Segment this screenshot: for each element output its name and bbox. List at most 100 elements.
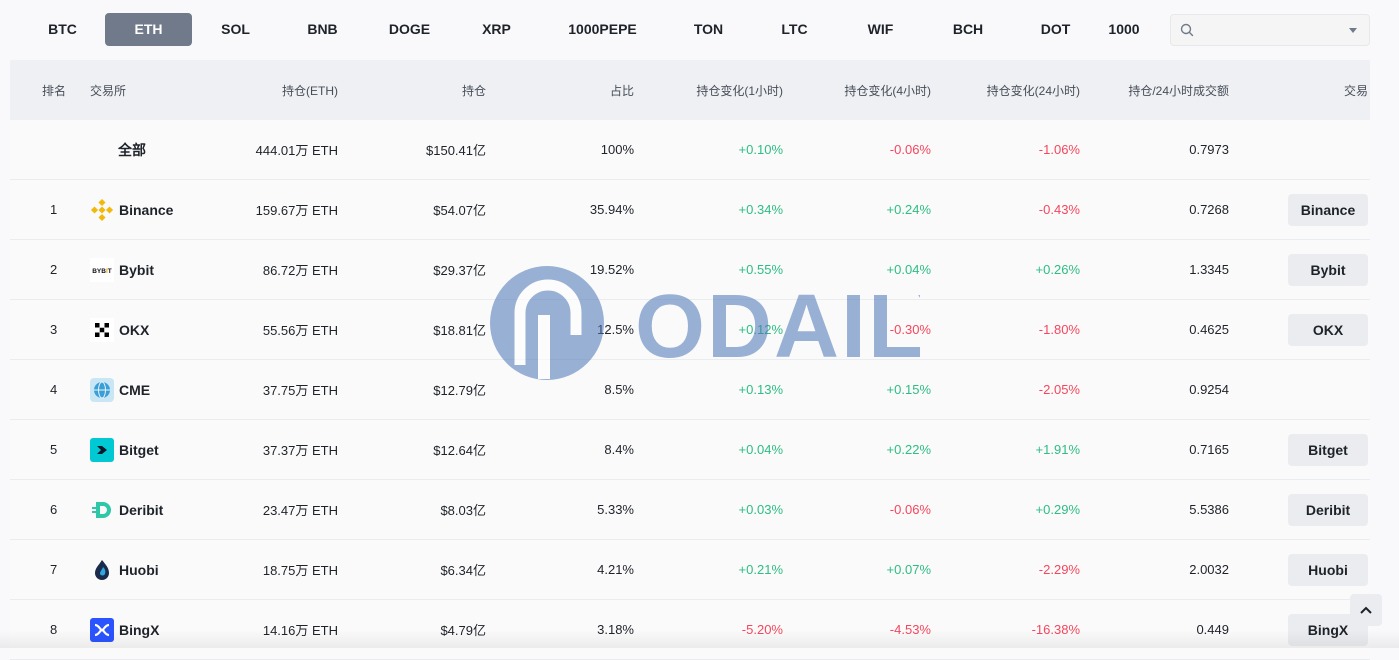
holding-eth: 18.75万 ETH <box>262 563 338 578</box>
exchange-name: OKX <box>88 317 149 342</box>
change-4h: +0.22% <box>886 442 931 457</box>
share: 19.52% <box>589 262 634 277</box>
trade-button[interactable]: OKX <box>1288 313 1368 346</box>
share: 8.4% <box>604 442 634 457</box>
rank: 1 <box>50 202 58 217</box>
exchange-name: Binance <box>88 198 173 222</box>
trade-cell: Huobi <box>1229 540 1368 599</box>
tab-ton[interactable]: TON <box>693 21 724 37</box>
header-change-4h: 持仓变化(4小时) <box>844 83 931 98</box>
open-interest-table: 排名 交易所 持仓(ETH) 持仓 占比 持仓变化(1小时) 持仓变化(4小时)… <box>10 60 1370 660</box>
ratio: 0.449 <box>1196 622 1229 637</box>
exchange-name: Bitget <box>88 437 159 462</box>
header-rank: 排名 <box>42 83 67 98</box>
holding: $6.34亿 <box>440 563 486 578</box>
tab-wif[interactable]: WIF <box>867 21 894 37</box>
scroll-top-button[interactable] <box>1350 594 1382 626</box>
trade-cell: BingX <box>1229 600 1368 659</box>
exchange-label: Deribit <box>119 501 164 518</box>
ratio: 0.7165 <box>1189 442 1229 457</box>
total-label-cell: 全部 <box>88 120 198 179</box>
exchange-name: CME <box>88 377 151 402</box>
okx-icon <box>90 317 114 342</box>
tab-sol[interactable]: SOL <box>221 21 250 37</box>
change-4h: +0.24% <box>886 202 931 217</box>
change-24h: -1.80% <box>1038 322 1080 337</box>
change-24h: -0.43% <box>1038 202 1080 217</box>
exchange-label: Binance <box>119 201 174 218</box>
trade-button[interactable]: Bitget <box>1288 433 1368 466</box>
trade-button[interactable]: Bybit <box>1288 253 1368 286</box>
coin-tabs: BTC ETH SOL BNB DOGE XRP 1000PEPE TON LTC WIF BCH D… <box>20 13 1160 46</box>
holding-eth: 37.75万 ETH <box>262 383 338 398</box>
share: 8.5% <box>604 382 634 397</box>
change-24h: -2.05% <box>1038 382 1080 397</box>
rank: 5 <box>50 442 58 457</box>
change-1h: +0.12% <box>738 322 783 337</box>
table-body: 1 Binance 159.67万 ETH $54.07亿 35.94% +0.34% +0… <box>10 180 1370 660</box>
tab-1000[interactable]: 1000 <box>1108 21 1140 37</box>
holding: $18.81亿 <box>433 323 486 338</box>
change-1h: +0.03% <box>738 502 783 517</box>
exchange-cell: Binance <box>88 180 198 239</box>
holding: $12.79亿 <box>433 383 486 398</box>
change-1h: +0.21% <box>738 562 783 577</box>
change-24h: -16.38% <box>1031 622 1080 637</box>
trade-cell: Binance <box>1229 180 1368 239</box>
tab-1000pepe[interactable]: 1000PEPE <box>568 21 637 37</box>
ratio: 0.9254 <box>1189 382 1229 397</box>
tab-doge[interactable]: DOGE <box>388 21 431 37</box>
tab-bnb[interactable]: BNB <box>307 21 338 37</box>
huobi-icon <box>90 558 114 582</box>
ratio: 0.4625 <box>1189 322 1229 337</box>
tab-xrp[interactable]: XRP <box>482 21 511 37</box>
tab-eth[interactable]: ETH <box>105 13 192 46</box>
rank: 6 <box>50 502 58 517</box>
total-change-4h: -0.06% <box>889 142 931 157</box>
exchange-label: CME <box>119 381 151 398</box>
header-trade: 交易 <box>1343 83 1368 98</box>
holding-eth: 55.56万 ETH <box>262 323 338 338</box>
table-row: 7 Huobi 18.75万 ETH $6.34亿 4.21% +0.21% +0.07% -… <box>10 540 1370 600</box>
tab-bch[interactable]: BCH <box>952 21 984 37</box>
change-4h: +0.04% <box>886 262 931 277</box>
holding-eth: 159.67万 ETH <box>255 203 338 218</box>
change-1h: +0.04% <box>738 442 783 457</box>
trade-cell: Deribit <box>1229 480 1368 539</box>
table-row: 4 CME 37.75万 ETH $12.79亿 8.5% +0.13% +0.15% -2.… <box>10 360 1370 420</box>
holding-eth: 86.72万 ETH <box>262 263 338 278</box>
search-input[interactable] <box>1201 19 1341 41</box>
header-change-24h: 持仓变化(24小时) <box>986 83 1080 98</box>
chevron-up-icon <box>1360 606 1372 614</box>
change-4h: -0.06% <box>889 502 931 517</box>
search-icon <box>1180 23 1194 37</box>
header-holding-eth: 持仓(ETH) <box>282 83 338 98</box>
share: 35.94% <box>589 202 634 217</box>
total-ratio: 0.7973 <box>1189 142 1229 157</box>
table-row: 1 Binance 159.67万 ETH $54.07亿 35.94% +0.34% +0… <box>10 180 1370 240</box>
trade-cell: Bybit <box>1229 240 1368 299</box>
table-row: 2 BYBIT Bybit 86.72万 ETH $29.37亿 19.52% +0.55%… <box>10 240 1370 300</box>
exchange-name: Deribit <box>88 498 163 522</box>
trade-button[interactable]: Huobi <box>1288 553 1368 586</box>
change-1h: +0.55% <box>738 262 783 277</box>
header-exchange: 交易所 <box>90 83 127 98</box>
trade-cell: Bitget <box>1229 420 1368 479</box>
exchange-cell: OKX <box>88 300 198 359</box>
tab-ltc[interactable]: LTC <box>781 21 808 37</box>
trade-button[interactable]: BingX <box>1288 613 1368 646</box>
total-rank <box>10 120 88 179</box>
tab-btc[interactable]: BTC <box>48 21 77 37</box>
change-4h: +0.15% <box>886 382 931 397</box>
total-change-1h: +0.10% <box>738 142 783 157</box>
share: 3.18% <box>597 622 634 637</box>
tab-dot[interactable]: DOT <box>1040 21 1071 37</box>
trade-button[interactable]: Deribit <box>1288 493 1368 526</box>
change-4h: +0.07% <box>886 562 931 577</box>
chevron-down-icon[interactable] <box>1349 28 1357 33</box>
holding-eth: 14.16万 ETH <box>262 623 338 638</box>
trade-button[interactable]: Binance <box>1288 193 1368 226</box>
cme-icon <box>90 377 114 402</box>
total-change-24h: -1.06% <box>1038 142 1080 157</box>
search-box[interactable] <box>1170 14 1370 46</box>
